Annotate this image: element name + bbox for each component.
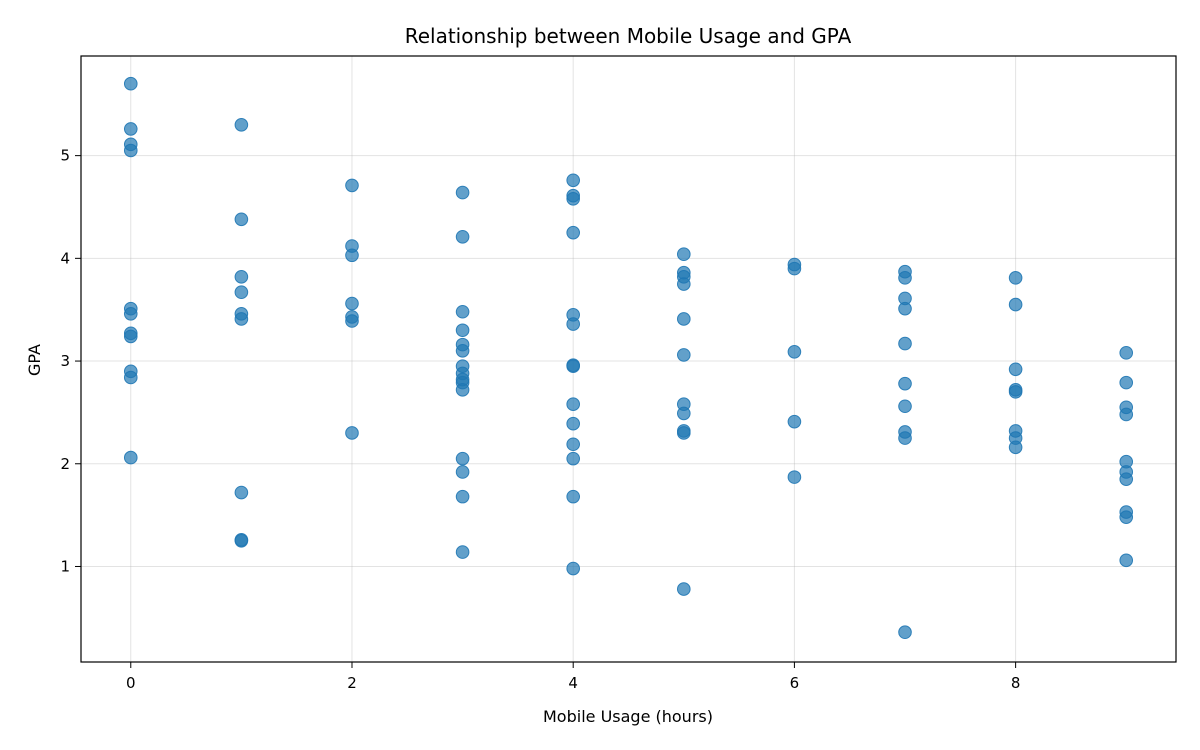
data-point	[123, 307, 138, 321]
data-point	[1008, 362, 1023, 377]
data-points	[123, 76, 1134, 640]
data-point	[455, 304, 470, 319]
data-point	[123, 450, 138, 465]
data-point	[345, 314, 359, 328]
data-point	[234, 212, 249, 227]
x-tick-label: 4	[568, 674, 578, 692]
data-point	[345, 248, 359, 263]
data-point	[234, 118, 249, 132]
grid-lines	[81, 56, 1176, 662]
data-point	[345, 178, 359, 193]
data-point	[455, 323, 470, 338]
data-point	[123, 143, 138, 158]
data-point	[123, 122, 138, 136]
data-point	[566, 451, 580, 466]
chart-title: Relationship between Mobile Usage and GP…	[405, 24, 852, 48]
data-point	[1119, 375, 1134, 390]
data-point	[677, 582, 691, 596]
data-point	[1119, 553, 1134, 568]
data-point	[566, 173, 580, 188]
data-point	[455, 451, 470, 466]
data-point	[234, 534, 249, 548]
data-point	[123, 76, 138, 91]
data-point	[234, 312, 249, 326]
data-point	[234, 285, 249, 300]
data-point	[123, 370, 138, 385]
data-point	[455, 229, 470, 244]
data-point	[566, 561, 580, 576]
data-point	[123, 329, 138, 344]
data-point	[566, 397, 580, 411]
data-point	[1008, 271, 1023, 285]
data-point	[455, 383, 470, 397]
data-point	[898, 271, 912, 285]
data-point	[898, 336, 912, 351]
y-axis-label: GPA	[25, 344, 44, 376]
data-point	[677, 426, 691, 440]
y-tick-label: 3	[60, 352, 70, 370]
y-tick-label: 2	[60, 455, 70, 473]
data-point	[677, 312, 691, 326]
data-point	[455, 489, 470, 504]
data-point	[345, 296, 359, 311]
data-point	[898, 431, 912, 445]
x-tick-label: 2	[347, 674, 357, 692]
data-point	[787, 414, 802, 429]
data-point	[677, 406, 691, 421]
data-point	[1008, 440, 1023, 455]
data-point	[787, 470, 802, 484]
y-tick-label: 5	[60, 147, 70, 165]
data-point	[455, 185, 470, 200]
data-point	[1008, 297, 1023, 312]
data-point	[1119, 510, 1134, 524]
data-point	[787, 261, 802, 276]
plot-frame	[80, 55, 1177, 663]
x-tick-label: 8	[1011, 674, 1021, 692]
data-point	[1119, 472, 1134, 486]
data-point	[566, 317, 580, 331]
data-point	[566, 416, 580, 431]
data-point	[1119, 407, 1134, 422]
x-tick-label: 0	[126, 674, 136, 692]
data-point	[345, 426, 359, 440]
data-point	[234, 485, 249, 500]
data-point	[566, 191, 580, 206]
y-tick-label: 4	[60, 249, 70, 267]
axis-ticks: 0 2 4 6 8 1 2 3 4 5	[60, 147, 1020, 692]
data-point	[566, 489, 580, 504]
data-point	[1008, 385, 1023, 399]
data-point	[455, 465, 470, 479]
data-point	[566, 437, 580, 452]
data-point	[566, 359, 580, 373]
data-point	[566, 225, 580, 240]
x-tick-label: 6	[790, 674, 800, 692]
data-point	[787, 345, 802, 359]
data-point	[1119, 346, 1134, 360]
data-point	[455, 343, 470, 358]
data-point	[898, 376, 912, 391]
data-point	[677, 348, 691, 362]
data-point	[677, 277, 691, 291]
data-point	[898, 625, 912, 640]
data-point	[677, 247, 691, 262]
data-point	[898, 399, 912, 414]
data-point	[455, 545, 470, 559]
x-axis-label: Mobile Usage (hours)	[543, 707, 713, 726]
data-point	[234, 270, 249, 284]
data-point	[898, 301, 912, 316]
y-tick-label: 1	[60, 557, 70, 575]
